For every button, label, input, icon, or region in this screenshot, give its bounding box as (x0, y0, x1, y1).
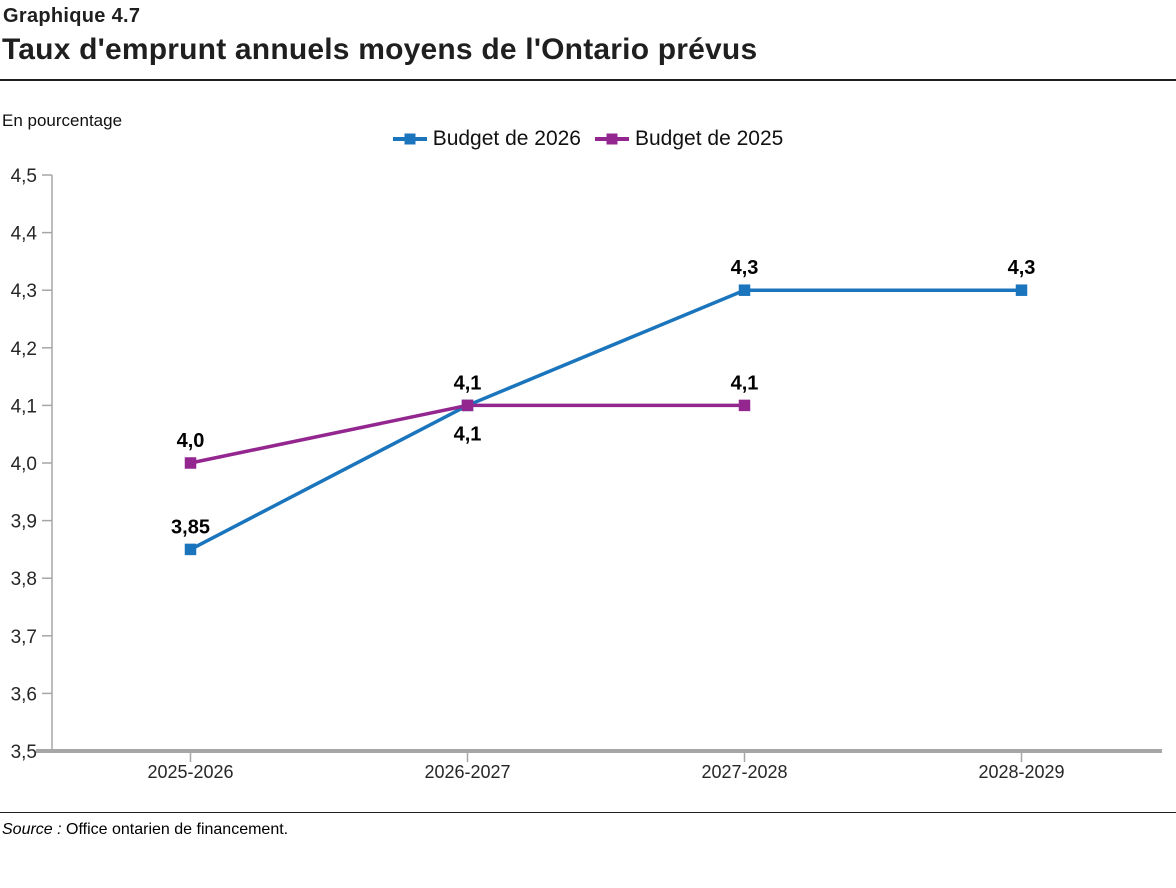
y-tick-label: 4,4 (11, 224, 38, 245)
y-tick-label: 4,3 (11, 281, 37, 302)
legend-item-budget-2026: Budget de 2026 (392, 127, 581, 151)
square-marker-icon (404, 133, 416, 145)
borrowing-rates-line-chart: 4,5 4,4 4,3 4,2 4,1 4,0 3,9 3,8 3,7 3,6 3,5 2025-20… (11, 166, 1162, 782)
x-tick-label: 2027-2028 (701, 762, 787, 782)
data-point-label: 4,1 (731, 372, 759, 394)
y-tick-label: 4,5 (11, 166, 37, 187)
title-divider (0, 79, 1176, 81)
source-text: Office ontarien de financement. (61, 821, 289, 838)
chart-legend: Budget de 2026 Budget de 2025 (0, 127, 1176, 151)
source-note: Source : Office ontarien de financement. (2, 821, 288, 839)
series-line (189, 288, 1022, 551)
y-tick-label: 3,9 (11, 512, 37, 533)
y-tick-label: 3,6 (11, 684, 37, 705)
x-tick-label: 2028-2029 (978, 762, 1064, 782)
legend-item-budget-2025: Budget de 2025 (595, 127, 783, 151)
footer-divider (0, 812, 1176, 813)
legend-marker-budget-2026-icon (392, 133, 427, 145)
source-label: Source : (2, 821, 62, 838)
y-tick-label: 3,8 (11, 569, 37, 590)
data-point-marker (461, 399, 474, 412)
legend-label: Budget de 2025 (635, 127, 784, 150)
data-point-marker (738, 284, 751, 296)
data-point-marker (184, 457, 197, 469)
x-tick-label: 2025-2026 (147, 762, 233, 782)
data-point-label: 4,0 (177, 430, 205, 452)
data-point-label: 4,1 (454, 372, 482, 394)
y-tick-label: 3,7 (11, 627, 37, 648)
data-point-marker (184, 543, 197, 556)
page-title: Taux d'emprunt annuels moyens de l'Ontar… (2, 33, 758, 66)
y-tick-label: 4,2 (11, 339, 37, 360)
legend-label: Budget de 2026 (432, 127, 581, 150)
y-axis-unit-note: En pourcentage (2, 111, 123, 130)
data-point-label: 4,3 (1008, 257, 1036, 279)
data-point-label: 4,3 (731, 257, 759, 279)
square-marker-icon (606, 133, 618, 145)
legend-marker-budget-2025-icon (595, 133, 629, 145)
y-tick-label: 4,0 (11, 454, 37, 475)
y-tick-label: 4,1 (11, 396, 37, 417)
data-point-label: 3,85 (171, 516, 210, 538)
y-tick-label: 3,5 (11, 742, 37, 763)
data-point-label: 4,1 (454, 423, 482, 445)
x-tick-label: 2026-2027 (424, 762, 510, 782)
chart-kicker: Graphique 4.7 (3, 5, 141, 27)
data-point-marker (738, 399, 751, 412)
data-point-marker (1015, 284, 1028, 296)
